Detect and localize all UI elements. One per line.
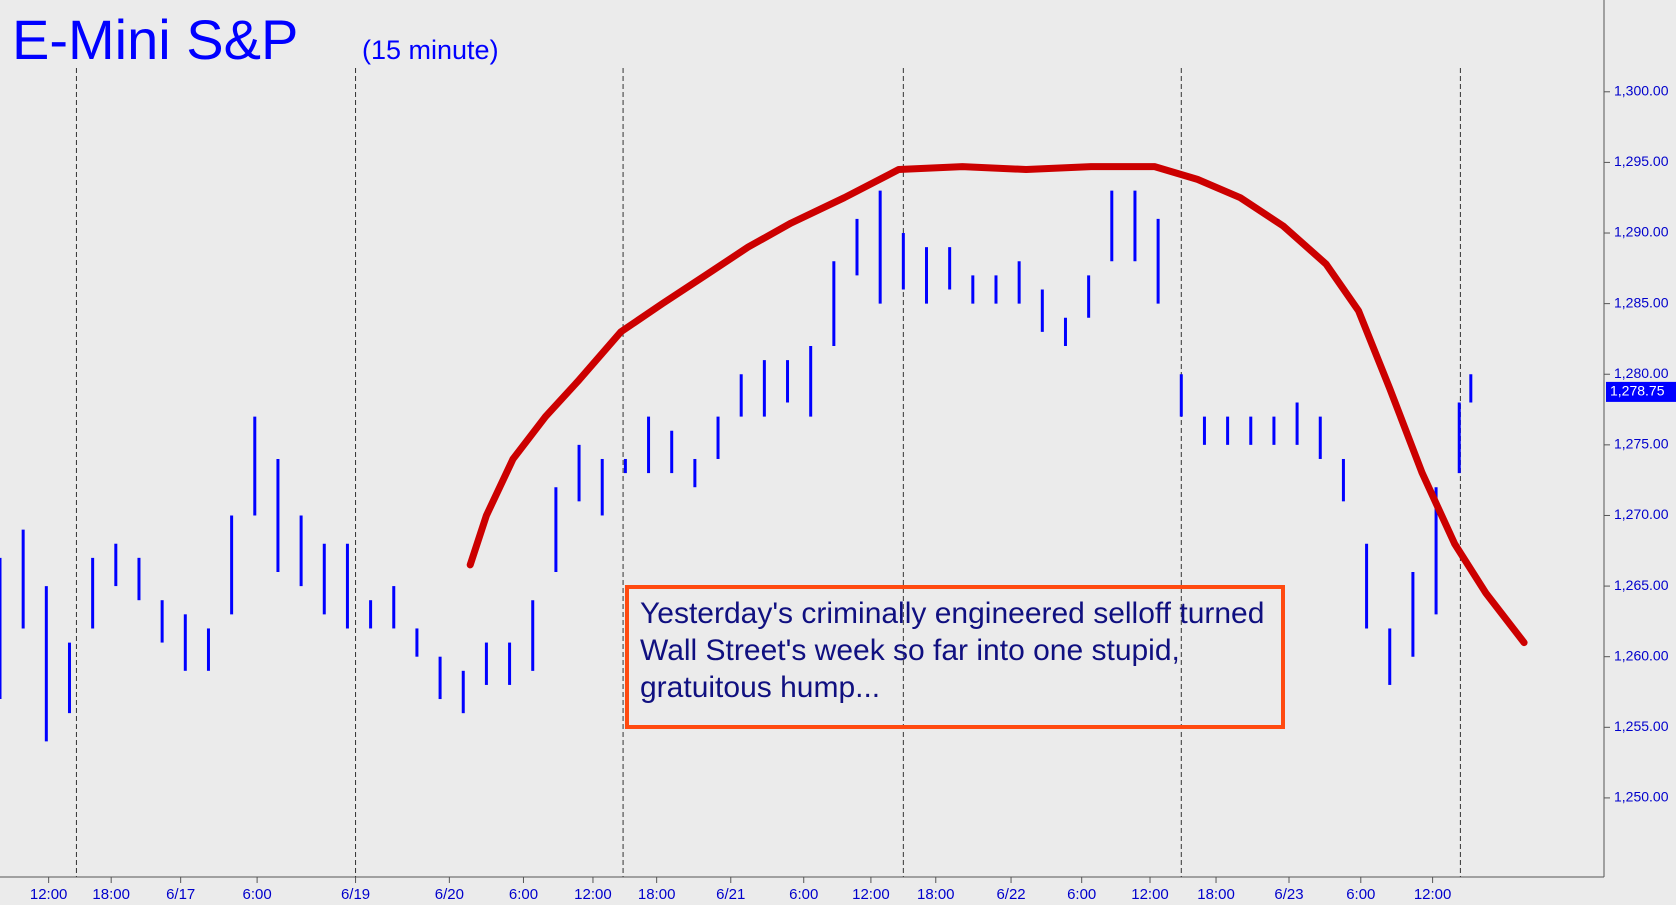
x-tick-label: 18:00 (1197, 886, 1235, 903)
x-tick-label: 12:00 (574, 886, 612, 903)
y-tick-label: 1,300.00 (1614, 82, 1669, 98)
annotation: Yesterday's criminally engineered sellof… (640, 597, 1265, 704)
y-tick-label: 1,260.00 (1614, 647, 1669, 663)
y-tick-label: 1,295.00 (1614, 153, 1669, 169)
y-tick-label: 1,290.00 (1614, 224, 1669, 240)
x-tick-label: 6/17 (166, 886, 195, 903)
y-tick-label: 1,265.00 (1614, 577, 1669, 593)
y-tick-label: 1,275.00 (1614, 436, 1669, 452)
x-tick-label: 6/22 (996, 886, 1025, 903)
x-tick-label: 6/19 (341, 886, 370, 903)
trend-curve (466, 163, 1528, 647)
last-price-label: 1,278.75 (1610, 383, 1665, 399)
last-price-box (1606, 381, 1676, 402)
x-tick-label: 18:00 (638, 886, 676, 903)
x-tick-label: 6:00 (789, 886, 818, 903)
x-tick-label: 6:00 (243, 886, 272, 903)
chart-subtitle: (15 minute) (362, 35, 499, 65)
x-tick-label: 12:00 (852, 886, 890, 903)
chart-title: E-Mini S&P (12, 8, 298, 71)
x-tick-label: 12:00 (1131, 886, 1169, 903)
y-tick-label: 1,280.00 (1614, 365, 1669, 381)
x-tick-label: 6/21 (716, 886, 745, 903)
x-tick-label: 18:00 (917, 886, 955, 903)
x-tick-label: 12:00 (1414, 886, 1452, 903)
y-tick-label: 1,250.00 (1614, 789, 1669, 805)
y-tick-label: 1,285.00 (1614, 294, 1669, 310)
x-tick-label: 6:00 (509, 886, 538, 903)
y-tick-label: 1,255.00 (1614, 718, 1669, 734)
annotation-holder: Yesterday's criminally engineered sellof… (640, 597, 1265, 704)
x-tick-label: 18:00 (92, 886, 130, 903)
plot: 1,250.00 1,255.00 1,260.00 1,265.00 1,270.00… (0, 68, 1669, 903)
x-tick-label: 12:00 (30, 886, 68, 903)
x-tick-label: 6:00 (1067, 886, 1096, 903)
annotation-box (625, 585, 1285, 729)
x-tick-label: 6:00 (1346, 886, 1375, 903)
y-tick-label: 1,270.00 (1614, 506, 1669, 522)
x-tick-label: 6/20 (435, 886, 464, 903)
x-tick-label: 6/23 (1274, 886, 1303, 903)
